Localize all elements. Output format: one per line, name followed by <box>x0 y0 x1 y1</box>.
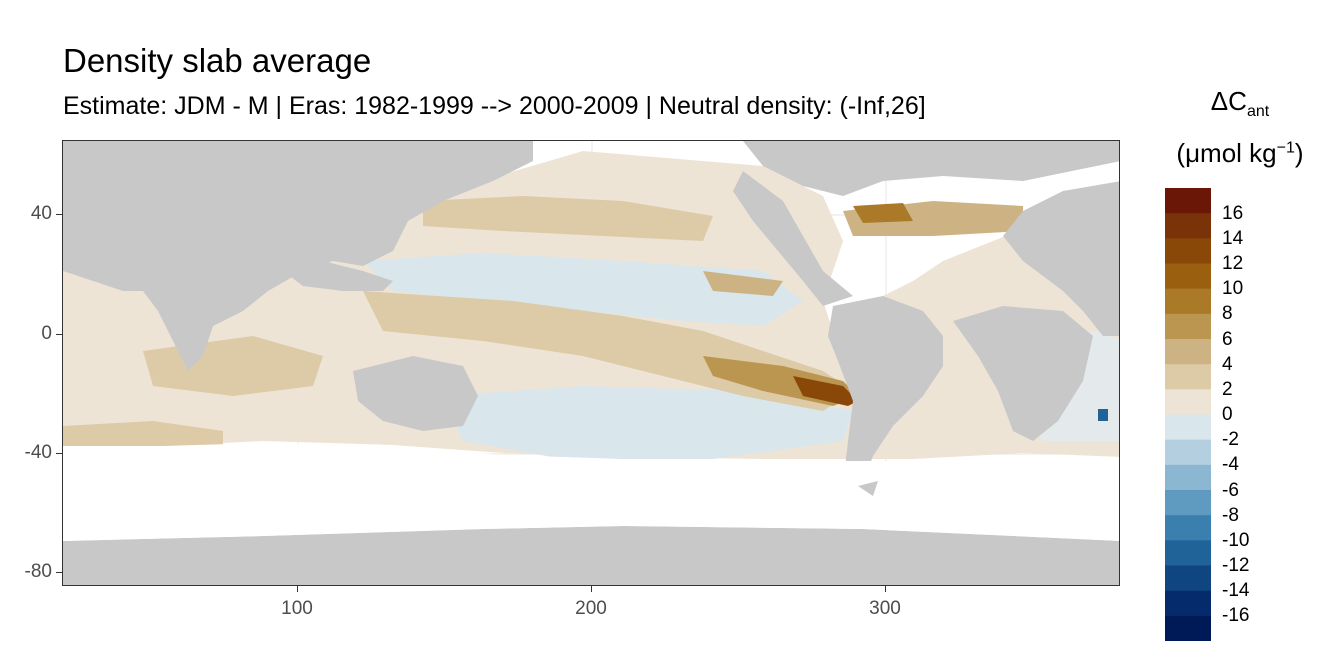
colorbar-label: 4 <box>1222 353 1233 375</box>
colorbar-swatch <box>1165 565 1211 592</box>
masked-zone <box>63 443 1119 541</box>
colorbar-label: 0 <box>1222 404 1233 425</box>
colorbar-label: -10 <box>1222 529 1250 551</box>
colorbar-label: -12 <box>1222 555 1250 576</box>
ytick-mark-0 <box>56 334 62 336</box>
colorbar-swatch <box>1165 590 1211 617</box>
chart-subtitle: Estimate: JDM - M | Eras: 1982-1999 --> … <box>63 92 926 120</box>
xtick-mark-100 <box>297 586 299 592</box>
colorbar-label: 10 <box>1222 278 1244 300</box>
colorbar-label: -8 <box>1222 504 1239 526</box>
ytick-label--40: -40 <box>24 442 52 463</box>
colorbar-swatch <box>1165 339 1211 365</box>
colorbar-swatch <box>1165 490 1211 516</box>
xtick-mark-300 <box>885 586 887 592</box>
colorbar-label: -2 <box>1222 429 1239 451</box>
colorbar-label: -4 <box>1222 454 1239 476</box>
legend-title-unit: (μmol kg−1) <box>1176 138 1304 168</box>
atlantic-negative-spot <box>1098 409 1108 421</box>
ytick-mark-40 <box>56 214 62 216</box>
colorbar-label: 2 <box>1222 378 1233 400</box>
colorbar-label: 6 <box>1222 328 1233 350</box>
colorbar-label: 8 <box>1222 303 1233 325</box>
colorbar-swatch <box>1165 439 1211 466</box>
north-pacific-subtropical <box>703 271 783 296</box>
colorbar-swatch <box>1165 615 1211 641</box>
xtick-label-100: 100 <box>281 598 313 619</box>
ytick-mark--80 <box>56 572 62 574</box>
legend-title-symbol: ΔCant <box>1210 86 1270 121</box>
map-canvas <box>63 141 1119 585</box>
colorbar <box>1165 188 1211 641</box>
north-pacific-positive <box>423 196 713 241</box>
colorbar-swatch <box>1165 188 1211 214</box>
colorbar-swatch <box>1165 464 1211 491</box>
colorbar-swatch <box>1165 540 1211 566</box>
colorbar-label: 12 <box>1222 253 1244 274</box>
colorbar-label: 16 <box>1222 202 1244 224</box>
colorbar-swatch <box>1165 364 1211 390</box>
colorbar-swatch <box>1165 313 1211 340</box>
ytick-label-40: 40 <box>30 203 52 224</box>
colorbar-swatch <box>1165 515 1211 541</box>
colorbar-label: -6 <box>1222 479 1239 501</box>
colorbar-label: -16 <box>1222 605 1250 627</box>
ytick-mark--40 <box>56 453 62 455</box>
tierra-del-fuego <box>858 481 878 496</box>
colorbar-swatch <box>1165 288 1211 315</box>
north-atlantic-strong <box>853 203 913 223</box>
land <box>63 141 1119 585</box>
colorbar-label: 14 <box>1222 227 1244 249</box>
xtick-label-200: 200 <box>575 598 607 619</box>
ytick-label--80: -80 <box>24 561 52 582</box>
south-pacific-max <box>793 376 858 406</box>
colorbar-swatch <box>1165 238 1211 264</box>
chart-title: Density slab average <box>63 42 372 79</box>
south-pacific-negative <box>443 386 853 459</box>
map-panel <box>62 140 1120 586</box>
colorbar-swatch <box>1165 414 1211 441</box>
equatorial-negative <box>363 253 803 326</box>
xtick-label-300: 300 <box>869 598 901 619</box>
colorbar-label: -14 <box>1222 580 1250 602</box>
xtick-mark-200 <box>591 586 593 592</box>
ytick-label-0: 0 <box>41 323 52 344</box>
colorbar-swatch <box>1165 213 1211 239</box>
south-indian-positive <box>63 421 223 446</box>
colorbar-swatch <box>1165 389 1211 415</box>
colorbar-swatch <box>1165 263 1211 290</box>
